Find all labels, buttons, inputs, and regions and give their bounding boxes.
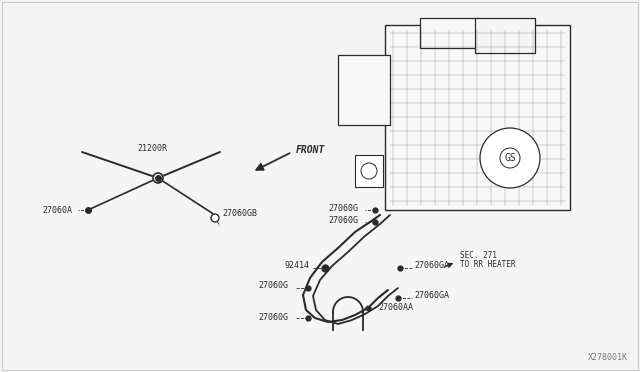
- Text: 27060GB: 27060GB: [222, 208, 257, 218]
- Text: 27060A: 27060A: [42, 205, 72, 215]
- Text: 27060GA: 27060GA: [414, 292, 449, 301]
- Text: SEC. 271: SEC. 271: [460, 251, 497, 260]
- Text: 27060G: 27060G: [258, 282, 288, 291]
- Circle shape: [211, 214, 219, 222]
- Text: 27060G: 27060G: [328, 203, 358, 212]
- Circle shape: [480, 128, 540, 188]
- Bar: [420, 18, 480, 48]
- Text: 27060G: 27060G: [258, 312, 288, 321]
- Text: 21200R: 21200R: [137, 144, 167, 153]
- Text: 92414: 92414: [285, 262, 310, 270]
- Text: GS: GS: [504, 153, 516, 163]
- Text: 27060G: 27060G: [328, 215, 358, 224]
- Bar: [385, 25, 570, 210]
- Text: 27060GA: 27060GA: [414, 260, 449, 269]
- Bar: [338, 55, 390, 125]
- Text: FRONT: FRONT: [296, 145, 325, 155]
- Circle shape: [153, 173, 163, 183]
- Text: X278001K: X278001K: [588, 353, 628, 362]
- Text: TO RR HEATER: TO RR HEATER: [460, 260, 515, 269]
- Text: 27060AA: 27060AA: [378, 304, 413, 312]
- Bar: [355, 155, 383, 187]
- Bar: [475, 18, 535, 53]
